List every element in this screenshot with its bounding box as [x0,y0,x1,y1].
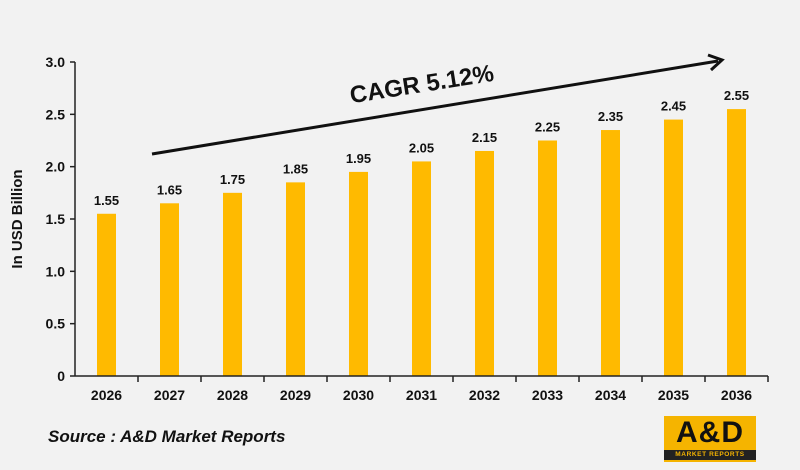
bar [412,161,431,376]
y-tick-label: 2.5 [46,106,66,122]
x-tick-label: 2033 [532,387,563,403]
brand-logo: A&D MARKET REPORTS [664,416,756,462]
bar [601,130,620,376]
bar [538,140,557,376]
x-tick-label: 2035 [658,387,689,403]
bar [223,192,242,376]
cagr-arrow-head [707,53,725,72]
bar [286,182,305,376]
data-label: 1.95 [346,151,371,166]
source-caption: Source : A&D Market Reports [48,427,286,446]
x-tick-label: 2029 [280,387,311,403]
data-label: 2.15 [472,130,497,145]
bar [160,203,179,376]
y-axis-title: In USD Billion [9,169,26,268]
y-tick-label: 1.5 [46,211,66,227]
cagr-arrow-shaft [151,59,719,156]
bar [664,119,683,377]
data-label: 1.65 [157,182,182,197]
bar [97,213,116,376]
data-label: 2.35 [598,109,623,124]
data-label: 2.25 [535,120,560,135]
data-label: 1.55 [94,193,119,208]
y-tick-label: 0.5 [46,316,66,332]
x-tick-label: 2034 [595,387,626,403]
y-tick-label: 0 [57,368,65,384]
logo-subtext: MARKET REPORTS [664,450,756,460]
x-tick-label: 2026 [91,387,122,403]
bar [475,150,494,376]
data-label: 1.85 [283,161,308,176]
y-tick-label: 2.0 [46,159,66,175]
bar [349,171,368,376]
bar [727,109,746,376]
data-label: 2.45 [661,99,686,114]
y-tick-label: 1.0 [46,263,66,279]
y-tick-label: 3.0 [46,54,66,70]
x-tick-label: 2030 [343,387,374,403]
x-tick-label: 2036 [721,387,752,403]
logo-text: A&D [676,416,744,449]
data-label: 1.75 [220,172,245,187]
x-tick-label: 2032 [469,387,500,403]
data-label: 2.05 [409,140,434,155]
data-label: 2.55 [724,88,749,103]
x-tick-label: 2031 [406,387,437,403]
x-tick-label: 2027 [154,387,185,403]
x-tick-label: 2028 [217,387,248,403]
